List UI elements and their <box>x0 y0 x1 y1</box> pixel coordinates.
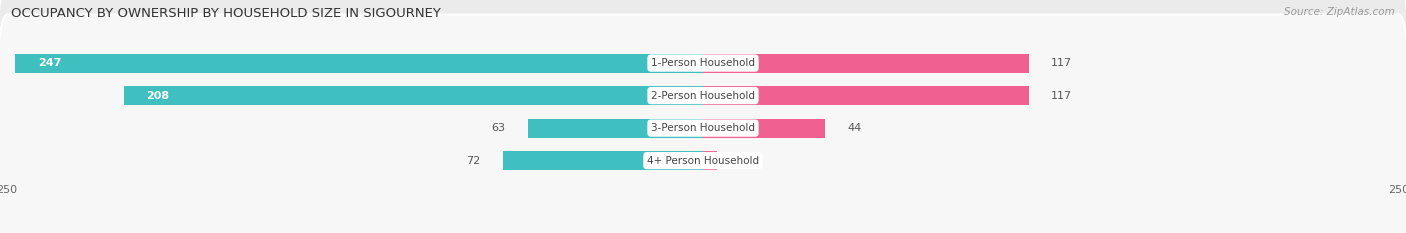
Bar <box>124 86 703 105</box>
Text: 117: 117 <box>1052 91 1073 101</box>
Text: 63: 63 <box>491 123 505 133</box>
Text: 3-Person Household: 3-Person Household <box>651 123 755 133</box>
Bar <box>502 151 703 170</box>
Text: 4+ Person Household: 4+ Person Household <box>647 156 759 166</box>
Text: 208: 208 <box>146 91 169 101</box>
Text: 247: 247 <box>38 58 60 68</box>
Bar <box>703 151 717 170</box>
Text: 44: 44 <box>848 123 862 133</box>
Bar <box>527 119 703 137</box>
Text: 5: 5 <box>740 156 747 166</box>
Bar <box>15 54 703 72</box>
Bar <box>703 54 1029 72</box>
Text: 117: 117 <box>1052 58 1073 68</box>
Bar <box>703 119 825 137</box>
Text: 72: 72 <box>465 156 481 166</box>
Text: Source: ZipAtlas.com: Source: ZipAtlas.com <box>1284 7 1395 17</box>
Text: OCCUPANCY BY OWNERSHIP BY HOUSEHOLD SIZE IN SIGOURNEY: OCCUPANCY BY OWNERSHIP BY HOUSEHOLD SIZE… <box>11 7 441 20</box>
Bar <box>703 86 1029 105</box>
Text: 2-Person Household: 2-Person Household <box>651 91 755 101</box>
Text: 1-Person Household: 1-Person Household <box>651 58 755 68</box>
FancyBboxPatch shape <box>0 14 1406 233</box>
FancyBboxPatch shape <box>0 0 1406 209</box>
